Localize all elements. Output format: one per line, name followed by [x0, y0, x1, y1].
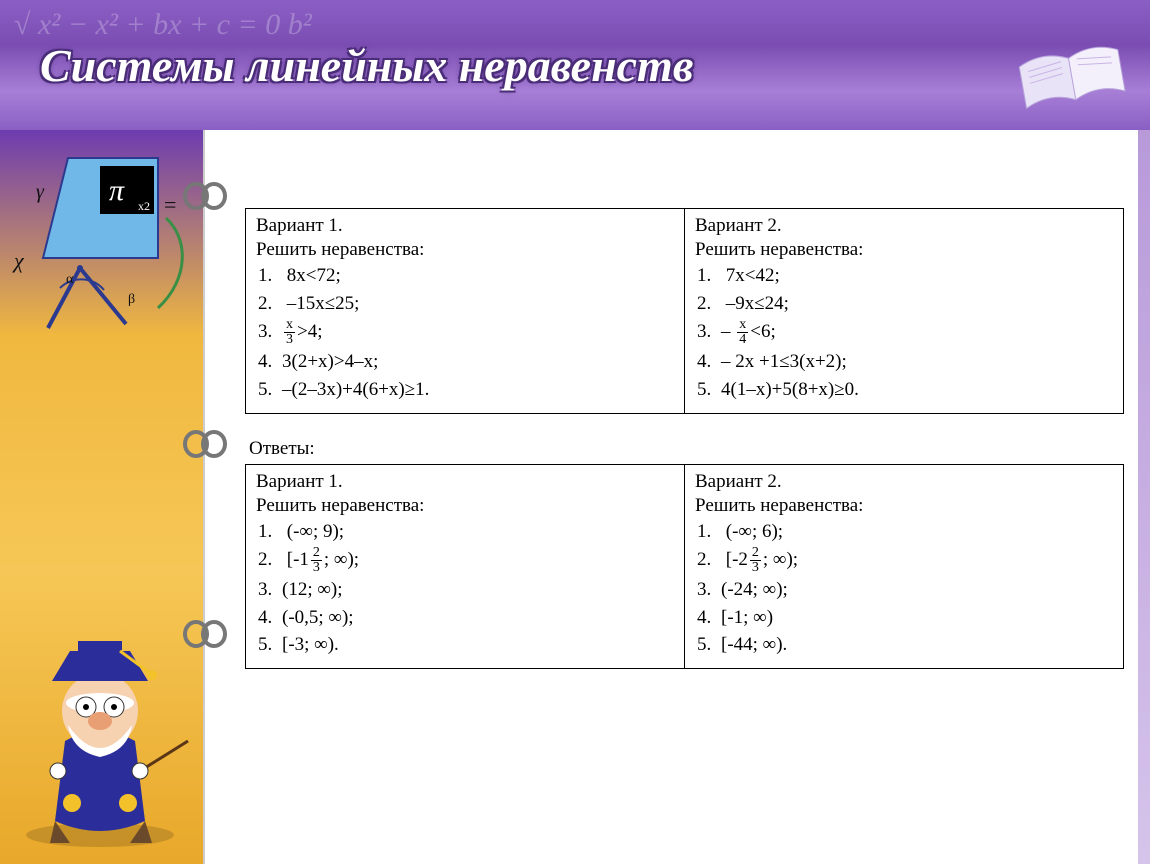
item-number: 4. — [258, 349, 282, 375]
math-emblem-icon: π x2 = χ γ α β — [8, 148, 198, 353]
list-item: 1. 7х<42; — [697, 263, 1113, 289]
answer-list: 1. (-∞; 9);2. [-123; ∞);3.(12; ∞);4.(-0,… — [256, 519, 674, 659]
item-body: –(2–3х)+4(6+х)≥1. — [282, 379, 429, 400]
item-number: 4. — [697, 349, 721, 375]
list-item: 3.x3>4; — [258, 318, 674, 347]
variant-subheading: Решить неравенства: — [256, 239, 674, 261]
item-number: 2. — [697, 291, 721, 317]
item-body: (-∞; 9); — [282, 521, 344, 542]
svg-text:π: π — [109, 174, 125, 207]
list-item: 4.3(2+х)>4–х; — [258, 349, 674, 375]
list-item: 4.– 2х +1≤3(х+2); — [697, 349, 1113, 375]
item-body: 8х<72; — [282, 265, 341, 286]
svg-text:γ: γ — [36, 181, 45, 203]
item-number: 2. — [258, 291, 282, 317]
answers-label: Ответы: — [249, 438, 1124, 460]
item-number: 3. — [697, 577, 721, 603]
binder-ring-icon — [183, 430, 227, 458]
book-icon — [1012, 38, 1132, 123]
answers-cell-variant1: Вариант 1. Решить неравенства: 1. (-∞; 9… — [246, 464, 685, 669]
item-number: 1. — [697, 263, 721, 289]
item-body: – 2х +1≤3(х+2); — [721, 351, 847, 372]
item-body: – x4<6; — [721, 321, 776, 342]
binder-ring-icon — [183, 182, 227, 210]
item-body: (-∞; 6); — [721, 521, 783, 542]
svg-text:β: β — [128, 292, 135, 307]
list-item: 3.– x4<6; — [697, 318, 1113, 347]
item-number: 5. — [697, 632, 721, 658]
item-body: 7х<42; — [721, 265, 780, 286]
item-number: 5. — [258, 632, 282, 658]
list-item: 1. (-∞; 9); — [258, 519, 674, 545]
item-body: [-223; ∞); — [721, 549, 798, 570]
svg-text:=: = — [164, 192, 176, 217]
item-number: 1. — [258, 519, 282, 545]
item-number: 4. — [697, 605, 721, 631]
item-number: 2. — [258, 547, 282, 573]
item-body: [-3; ∞). — [282, 634, 339, 655]
right-gutter — [1138, 130, 1150, 864]
svg-text:α: α — [66, 272, 74, 287]
list-item: 4.(-0,5; ∞); — [258, 605, 674, 631]
list-item: 3.(-24; ∞); — [697, 577, 1113, 603]
tasks-cell-variant2: Вариант 2. Решить неравенства: 1. 7х<42;… — [685, 209, 1124, 414]
tasks-cell-variant1: Вариант 1. Решить неравенства: 1. 8х<72;… — [246, 209, 685, 414]
item-body: –9х≤24; — [721, 293, 789, 314]
list-item: 5.4(1–х)+5(8+х)≥0. — [697, 377, 1113, 403]
list-item: 1. (-∞; 6); — [697, 519, 1113, 545]
list-item: 5.–(2–3х)+4(6+х)≥1. — [258, 377, 674, 403]
variant-heading: Вариант 1. — [256, 471, 674, 493]
below-header: π x2 = χ γ α β — [0, 130, 1150, 864]
item-number: 1. — [697, 519, 721, 545]
item-number: 3. — [258, 319, 282, 345]
item-body: 4(1–х)+5(8+х)≥0. — [721, 379, 859, 400]
item-body: 3(2+х)>4–х; — [282, 351, 378, 372]
list-item: 2. –15х≤25; — [258, 291, 674, 317]
item-number: 3. — [258, 577, 282, 603]
content-area: Вариант 1. Решить неравенства: 1. 8х<72;… — [205, 130, 1150, 864]
variant-heading: Вариант 2. — [695, 471, 1113, 493]
answers-table: Вариант 1. Решить неравенства: 1. (-∞; 9… — [245, 464, 1124, 670]
sidebar: π x2 = χ γ α β — [0, 130, 205, 864]
header-band: √ x² − x² + bx + c = 0 b² Системы линейн… — [0, 0, 1150, 130]
item-body: [-123; ∞); — [282, 549, 359, 570]
tasks-table: Вариант 1. Решить неравенства: 1. 8х<72;… — [245, 208, 1124, 414]
professor-cartoon-icon — [10, 621, 195, 856]
item-number: 3. — [697, 319, 721, 345]
item-body: (12; ∞); — [282, 579, 343, 600]
variant-subheading: Решить неравенства: — [256, 495, 674, 517]
svg-text:χ: χ — [12, 248, 25, 273]
variant-subheading: Решить неравенства: — [695, 239, 1113, 261]
item-body: (-24; ∞); — [721, 579, 788, 600]
list-item: 1. 8х<72; — [258, 263, 674, 289]
task-list: 1. 7х<42;2. –9х≤24;3.– x4<6;4.– 2х +1≤3(… — [695, 263, 1113, 403]
variant-heading: Вариант 1. — [256, 215, 674, 237]
item-body: (-0,5; ∞); — [282, 607, 354, 628]
list-item: 3.(12; ∞); — [258, 577, 674, 603]
item-number: 1. — [258, 263, 282, 289]
list-item: 2. [-123; ∞); — [258, 546, 674, 575]
item-body: [-1; ∞) — [721, 607, 773, 628]
answer-list: 1. (-∞; 6);2. [-223; ∞);3.(-24; ∞);4.[-1… — [695, 519, 1113, 659]
list-item: 2. –9х≤24; — [697, 291, 1113, 317]
page-title: Системы линейных неравенств — [40, 39, 693, 92]
item-body: –15х≤25; — [282, 293, 359, 314]
item-body: [-44; ∞). — [721, 634, 787, 655]
item-number: 5. — [258, 377, 282, 403]
list-item: 4.[-1; ∞) — [697, 605, 1113, 631]
variant-heading: Вариант 2. — [695, 215, 1113, 237]
item-body: x3>4; — [282, 321, 323, 342]
svg-text:x2: x2 — [138, 199, 150, 213]
list-item: 5.[-3; ∞). — [258, 632, 674, 658]
item-number: 4. — [258, 605, 282, 631]
variant-subheading: Решить неравенства: — [695, 495, 1113, 517]
task-list: 1. 8х<72;2. –15х≤25;3.x3>4;4.3(2+х)>4–х;… — [256, 263, 674, 403]
list-item: 5.[-44; ∞). — [697, 632, 1113, 658]
item-number: 2. — [697, 547, 721, 573]
answers-cell-variant2: Вариант 2. Решить неравенства: 1. (-∞; 6… — [685, 464, 1124, 669]
list-item: 2. [-223; ∞); — [697, 546, 1113, 575]
binder-ring-icon — [183, 620, 227, 648]
item-number: 5. — [697, 377, 721, 403]
